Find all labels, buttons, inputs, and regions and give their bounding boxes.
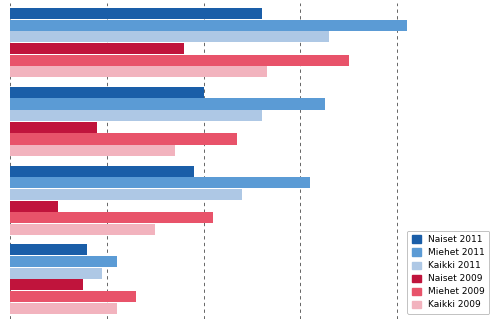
Bar <box>10 66 267 77</box>
Bar <box>10 55 349 66</box>
Bar <box>10 43 184 54</box>
Bar <box>10 256 116 267</box>
Bar <box>10 98 325 110</box>
Bar <box>10 224 155 235</box>
Bar <box>10 145 174 156</box>
Bar <box>10 20 407 31</box>
Bar <box>10 189 242 200</box>
Bar <box>10 280 83 291</box>
Bar <box>10 303 116 314</box>
Legend: Naiset 2011, Miehet 2011, Kaikki 2011, Naiset 2009, Miehet 2009, Kaikki 2009: Naiset 2011, Miehet 2011, Kaikki 2011, N… <box>407 231 489 314</box>
Bar <box>10 244 88 255</box>
Bar <box>10 8 262 19</box>
Bar <box>10 134 237 145</box>
Bar <box>10 177 310 188</box>
Bar <box>10 268 102 279</box>
Bar <box>10 31 330 42</box>
Bar <box>10 201 58 212</box>
Bar <box>10 122 97 133</box>
Bar <box>10 165 194 177</box>
Bar <box>10 212 213 223</box>
Bar <box>10 291 136 302</box>
Bar <box>10 87 204 98</box>
Bar <box>10 110 262 121</box>
